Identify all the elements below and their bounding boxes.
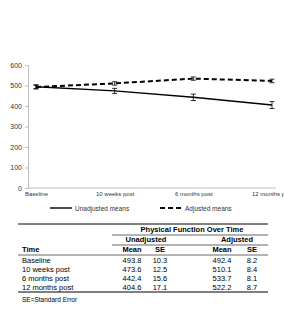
x-tick-label: 6 months post: [175, 191, 213, 197]
table-column-header: Mean: [122, 245, 142, 254]
y-tick: 300: [10, 123, 28, 130]
table-rule: [18, 292, 268, 293]
legend-label: Adjusted means: [185, 205, 232, 213]
y-axis-line: [25, 66, 29, 189]
table-cell: 493.8: [123, 256, 142, 265]
y-tick-label: 200: [10, 144, 22, 151]
table-cell: 15.6: [153, 274, 168, 283]
table-cell: Baseline: [22, 256, 51, 265]
x-tick: Baseline: [25, 188, 49, 197]
table: Physical Function Over TimeUnadjusted Adj…: [18, 224, 268, 303]
y-tick-label: 600: [10, 62, 22, 69]
x-axis: Baseline 10 weeks post 6 months post 12 mon…: [25, 188, 284, 197]
legend-swatch: [160, 207, 182, 209]
y-tick-label: 300: [10, 123, 22, 130]
y-tick-label: 0: [18, 185, 22, 192]
error-bar: [270, 102, 275, 109]
x-tick: 12 months post: [252, 188, 284, 197]
y-tick: 600: [10, 62, 28, 69]
x-tick-label: 12 months post: [252, 191, 284, 197]
table-column-header: SE: [155, 245, 165, 254]
table-cell: 12 months post: [22, 283, 74, 292]
x-tick: 10 weeks post: [96, 188, 135, 197]
y-tick: 200: [10, 144, 28, 151]
table-cell: 404.6: [123, 283, 142, 292]
table-cell: 8.7: [247, 283, 257, 292]
error-bar: [191, 94, 196, 100]
y-tick-mark: [25, 106, 28, 107]
table-cell: 6 months post: [22, 274, 70, 283]
table-cell: 510.1: [213, 265, 232, 274]
plot-area: [34, 77, 275, 109]
table-cell: 492.4: [213, 256, 232, 265]
y-tick: 100: [10, 164, 28, 171]
y-tick-mark: [25, 127, 28, 128]
error-bar: [112, 88, 117, 93]
table-title: Physical Function Over Time: [141, 225, 244, 234]
error-bar: [270, 79, 275, 83]
table-group-header: Unadjusted: [126, 235, 167, 244]
y-tick-label: 400: [10, 103, 22, 110]
table-cell: 8.4: [247, 265, 257, 274]
legend: Unadjusted means Adjusted means: [50, 205, 232, 213]
y-tick-mark: [25, 86, 28, 87]
y-tick-mark: [25, 65, 28, 66]
table-cell: 522.2: [213, 283, 232, 292]
x-tick: 6 months post: [175, 188, 213, 197]
y-tick-mark: [25, 168, 28, 169]
y-tick: 500: [10, 82, 28, 89]
error-bar: [112, 82, 117, 85]
legend-label: Unadjusted means: [75, 205, 130, 213]
table-cell: 8.2: [247, 256, 257, 265]
table-cell: 8.1: [247, 274, 257, 283]
table-cell: 473.6: [123, 265, 142, 274]
y-axis: 0 100 200 300 400 500 600: [10, 62, 28, 192]
table-cell: 10.3: [153, 256, 168, 265]
table-column-header: Mean: [212, 245, 232, 254]
error-bar: [34, 85, 39, 88]
y-tick-mark: [25, 147, 28, 148]
table-cell: 10 weeks post: [22, 265, 71, 274]
figure: 0100200300400500600Baseline10 weeks post…: [0, 0, 284, 312]
y-tick-mark: [25, 188, 28, 189]
error-bar: [191, 77, 196, 80]
y-tick-label: 100: [10, 164, 22, 171]
legend-swatch: [50, 207, 72, 208]
table-cell: 17.1: [153, 283, 168, 292]
x-tick-label: Baseline: [25, 191, 49, 197]
table-cell: 533.7: [213, 274, 232, 283]
table-cell: 442.4: [123, 274, 142, 283]
table-footnote: SE=Standard Error: [22, 296, 78, 303]
table-column-header: SE: [247, 245, 257, 254]
table-cell: 12.5: [153, 265, 168, 274]
y-tick: 400: [10, 103, 28, 110]
series-line: [36, 79, 272, 87]
y-tick-label: 500: [10, 82, 22, 89]
series-line: [36, 87, 272, 105]
x-axis-line: [28, 188, 276, 189]
x-tick-label: 10 weeks post: [96, 191, 135, 197]
table-group-header: Adjusted: [221, 235, 254, 244]
table-column-header: Time: [22, 245, 39, 254]
